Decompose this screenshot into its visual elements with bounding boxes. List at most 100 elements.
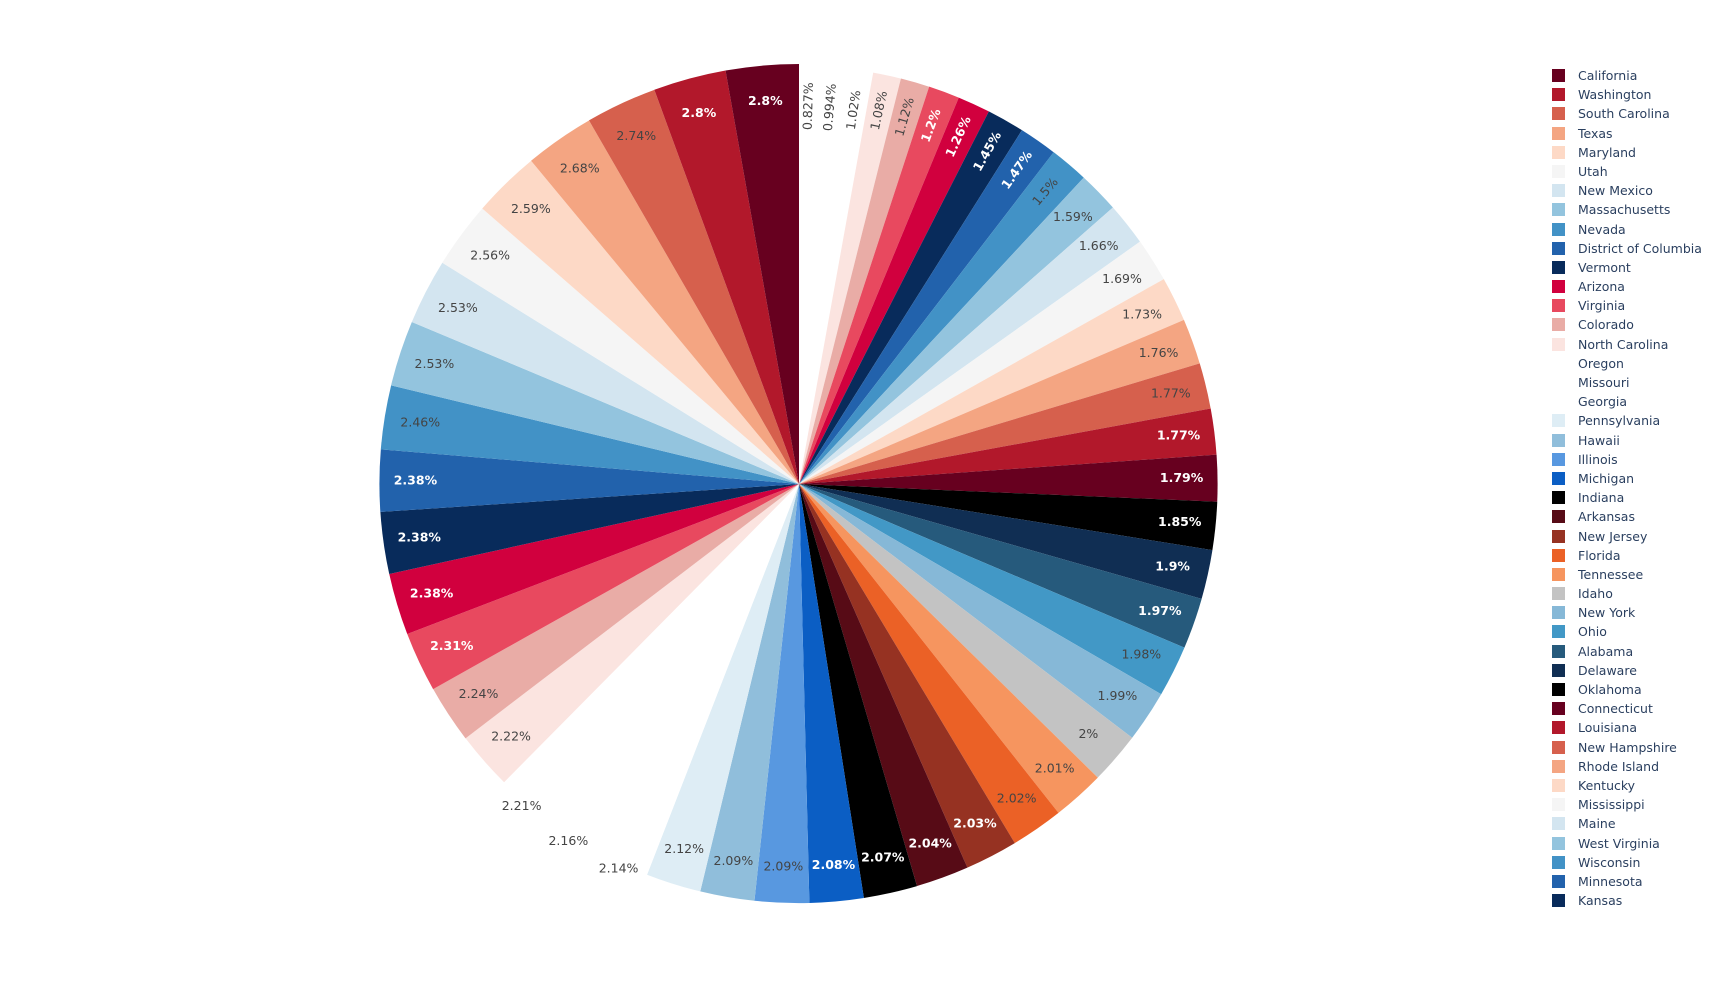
slice-label: 1.59%: [1053, 209, 1093, 224]
pie-slice[interactable]: [799, 66, 847, 485]
pie-slice[interactable]: [465, 484, 799, 783]
pie-slice[interactable]: [799, 152, 1084, 485]
pie-slice[interactable]: [799, 72, 901, 484]
pie-slice[interactable]: [411, 262, 799, 484]
pie-slice[interactable]: [799, 111, 1022, 484]
pie-slice[interactable]: [799, 363, 1211, 484]
pie-slice[interactable]: [799, 484, 1162, 738]
pie-slice[interactable]: [799, 454, 1218, 502]
legend-item[interactable]: District of Columbia: [1552, 239, 1712, 258]
legend-item[interactable]: Vermont: [1552, 258, 1712, 277]
pie-slice[interactable]: [799, 484, 1133, 778]
legend-item[interactable]: Illinois: [1552, 450, 1712, 469]
pie-slice[interactable]: [799, 319, 1200, 484]
slice-label: 2.68%: [560, 160, 600, 175]
pie-slice[interactable]: [799, 68, 874, 485]
legend-item[interactable]: New Mexico: [1552, 181, 1712, 200]
legend-item[interactable]: Missouri: [1552, 373, 1712, 392]
legend-item[interactable]: Minnesota: [1552, 872, 1712, 891]
legend-item[interactable]: Alabama: [1552, 642, 1712, 661]
pie-slice[interactable]: [588, 89, 799, 484]
pie-slice[interactable]: [654, 70, 799, 484]
pie-slice[interactable]: [799, 484, 864, 903]
pie-slice[interactable]: [754, 484, 810, 904]
pie-slice[interactable]: [799, 484, 968, 887]
pie-slice[interactable]: [647, 484, 799, 892]
legend-item[interactable]: Virginia: [1552, 296, 1712, 315]
pie-slice[interactable]: [799, 484, 1202, 648]
pie-slice[interactable]: [799, 484, 1059, 844]
pie-slice[interactable]: [799, 97, 989, 485]
pie-slice[interactable]: [725, 64, 799, 485]
legend-item[interactable]: Michigan: [1552, 469, 1712, 488]
legend-item[interactable]: New Hampshire: [1552, 738, 1712, 757]
pie-slice[interactable]: [531, 120, 799, 484]
pie-slice[interactable]: [380, 484, 799, 575]
legend-item[interactable]: Hawaii: [1552, 431, 1712, 450]
pie-slice[interactable]: [799, 279, 1184, 484]
legend-item[interactable]: Indiana: [1552, 488, 1712, 507]
pie-slice[interactable]: [380, 385, 799, 484]
legend-item[interactable]: Tennessee: [1552, 565, 1712, 584]
legend-item[interactable]: Texas: [1552, 124, 1712, 143]
legend-item[interactable]: Ohio: [1552, 622, 1712, 641]
pie-slice[interactable]: [379, 449, 799, 512]
pie-slice[interactable]: [799, 484, 1185, 695]
pie-slice[interactable]: [799, 207, 1141, 484]
pie-slice[interactable]: [700, 484, 799, 901]
pie-slice[interactable]: [482, 160, 799, 484]
legend-item[interactable]: Florida: [1552, 546, 1712, 565]
pie-slice[interactable]: [799, 484, 1015, 868]
legend-item[interactable]: Wisconsin: [1552, 853, 1712, 872]
legend-item[interactable]: Idaho: [1552, 584, 1712, 603]
pie-slice[interactable]: [504, 484, 799, 821]
legend-item[interactable]: West Virginia: [1552, 834, 1712, 853]
legend-item[interactable]: New York: [1552, 603, 1712, 622]
legend-item[interactable]: Massachusetts: [1552, 200, 1712, 219]
slice-label: 2.12%: [664, 841, 704, 856]
legend-item[interactable]: Maine: [1552, 814, 1712, 833]
legend-item[interactable]: South Carolina: [1552, 104, 1712, 123]
legend-item[interactable]: Maryland: [1552, 143, 1712, 162]
legend-item[interactable]: Kentucky: [1552, 776, 1712, 795]
pie-slice[interactable]: [407, 484, 799, 690]
pie-slice[interactable]: [799, 78, 930, 484]
legend-item[interactable]: Oklahoma: [1552, 680, 1712, 699]
legend-item[interactable]: Nevada: [1552, 220, 1712, 239]
legend-item[interactable]: Colorado: [1552, 315, 1712, 334]
legend-item[interactable]: Louisiana: [1552, 718, 1712, 737]
legend-item[interactable]: Mississippi: [1552, 795, 1712, 814]
pie-slice[interactable]: [433, 484, 799, 739]
legend-item[interactable]: Kansas: [1552, 891, 1712, 910]
pie-slice[interactable]: [799, 177, 1113, 484]
legend-item[interactable]: Pennsylvania: [1552, 411, 1712, 430]
pie-slice[interactable]: [389, 484, 799, 635]
legend-label: Arizona: [1578, 279, 1625, 295]
legend-item[interactable]: North Carolina: [1552, 335, 1712, 354]
pie-slice[interactable]: [799, 241, 1164, 484]
legend-item[interactable]: Washington: [1552, 85, 1712, 104]
pie-slice[interactable]: [799, 86, 959, 485]
pie-slice[interactable]: [799, 484, 1218, 551]
slice-label: 2.09%: [763, 858, 803, 873]
pie-slice[interactable]: [442, 208, 799, 485]
legend-item[interactable]: Arkansas: [1552, 507, 1712, 526]
pie-slice[interactable]: [799, 484, 1213, 599]
legend-item[interactable]: Utah: [1552, 162, 1712, 181]
pie-slice[interactable]: [799, 484, 1098, 813]
pie-slice[interactable]: [799, 130, 1054, 485]
legend-item[interactable]: California: [1552, 66, 1712, 85]
legend-item[interactable]: Delaware: [1552, 661, 1712, 680]
pie-slice[interactable]: [799, 484, 918, 899]
legend-item[interactable]: New Jersey: [1552, 527, 1712, 546]
pie-slice[interactable]: [799, 408, 1217, 484]
legend-item[interactable]: Rhode Island: [1552, 757, 1712, 776]
pie-slice[interactable]: [799, 66, 821, 484]
pie-slice[interactable]: [596, 484, 799, 875]
legend-item[interactable]: Connecticut: [1552, 699, 1712, 718]
pie-slice[interactable]: [548, 484, 799, 851]
legend-item[interactable]: Oregon: [1552, 354, 1712, 373]
pie-slice[interactable]: [391, 322, 799, 484]
legend-item[interactable]: Arizona: [1552, 277, 1712, 296]
legend-item[interactable]: Georgia: [1552, 392, 1712, 411]
